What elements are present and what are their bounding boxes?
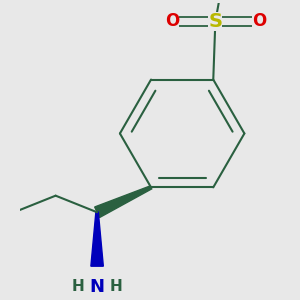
Text: N: N (90, 278, 105, 296)
Text: S: S (208, 12, 222, 31)
Text: O: O (165, 13, 179, 31)
Polygon shape (95, 186, 152, 218)
Text: H: H (72, 279, 85, 294)
Polygon shape (91, 212, 103, 266)
Text: H: H (110, 279, 122, 294)
Text: O: O (252, 13, 266, 31)
